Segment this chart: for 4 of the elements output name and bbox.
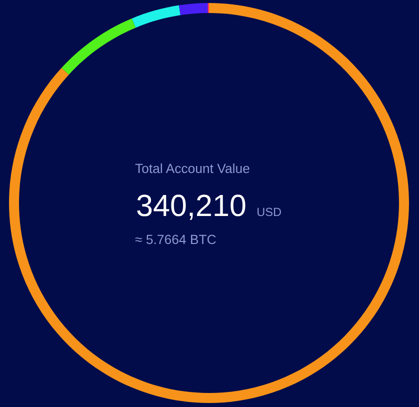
- text: ≈ 5.7664 BTC: [135, 234, 216, 244]
- text: Total Account Value: [135, 163, 250, 174]
- text: 340,210: [137, 194, 246, 220]
- text: USD: [258, 208, 281, 216]
